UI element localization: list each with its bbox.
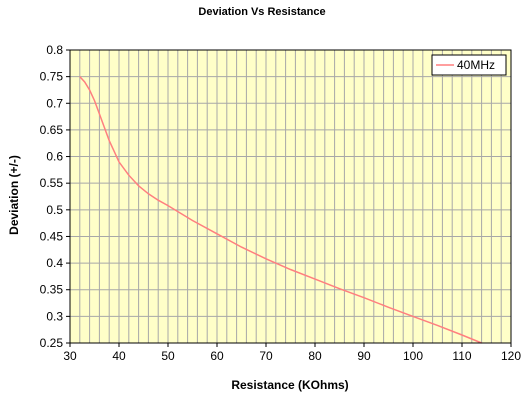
y-tick-label: 0.35 — [40, 283, 64, 297]
x-tick-label: 120 — [501, 349, 521, 363]
x-tick-label: 100 — [403, 349, 423, 363]
y-tick-label: 0.45 — [40, 229, 64, 243]
y-tick-label: 0.4 — [46, 256, 63, 270]
legend-box — [431, 54, 507, 76]
grid-lines — [70, 50, 511, 343]
x-tick-label: 50 — [161, 349, 175, 363]
chart-title: Deviation Vs Resistance — [198, 6, 326, 18]
series-layer — [79, 76, 482, 344]
y-tick-label: 0.8 — [46, 43, 63, 57]
axes: 0.25 0.3 0.35 0.4 0.45 0.5 0.55 0.6 0.65 0.7 0.75 0… — [40, 43, 522, 363]
legend: 40MHz — [431, 54, 507, 76]
legend-label: 40MHz — [457, 58, 495, 72]
y-tick-label: 0.75 — [40, 70, 64, 84]
x-tick-label: 110 — [452, 349, 471, 363]
y-tick-label: 0.55 — [40, 176, 64, 190]
x-tick-label: 40 — [112, 349, 126, 363]
x-tick-label: 30 — [63, 349, 77, 363]
plot-area — [70, 50, 511, 343]
series-line — [79, 76, 482, 344]
y-tick-label: 0.6 — [46, 150, 63, 164]
y-tick-label: 0.5 — [46, 203, 63, 217]
y-tick-label: 0.65 — [40, 123, 64, 137]
x-tick-label: 80 — [308, 349, 322, 363]
x-tick-label: 90 — [357, 349, 371, 363]
y-axis-label: Deviation (+/-) — [7, 155, 21, 235]
x-tick-label: 70 — [259, 349, 273, 363]
y-tick-label: 0.3 — [46, 309, 63, 323]
plot-border — [69, 49, 512, 344]
x-tick-label: 60 — [210, 349, 224, 363]
x-axis-label: Resistance (KOhms) — [231, 378, 348, 392]
y-tick-label: 0.7 — [46, 96, 63, 110]
plot-background — [70, 50, 511, 343]
y-tick-label: 0.25 — [40, 336, 64, 350]
